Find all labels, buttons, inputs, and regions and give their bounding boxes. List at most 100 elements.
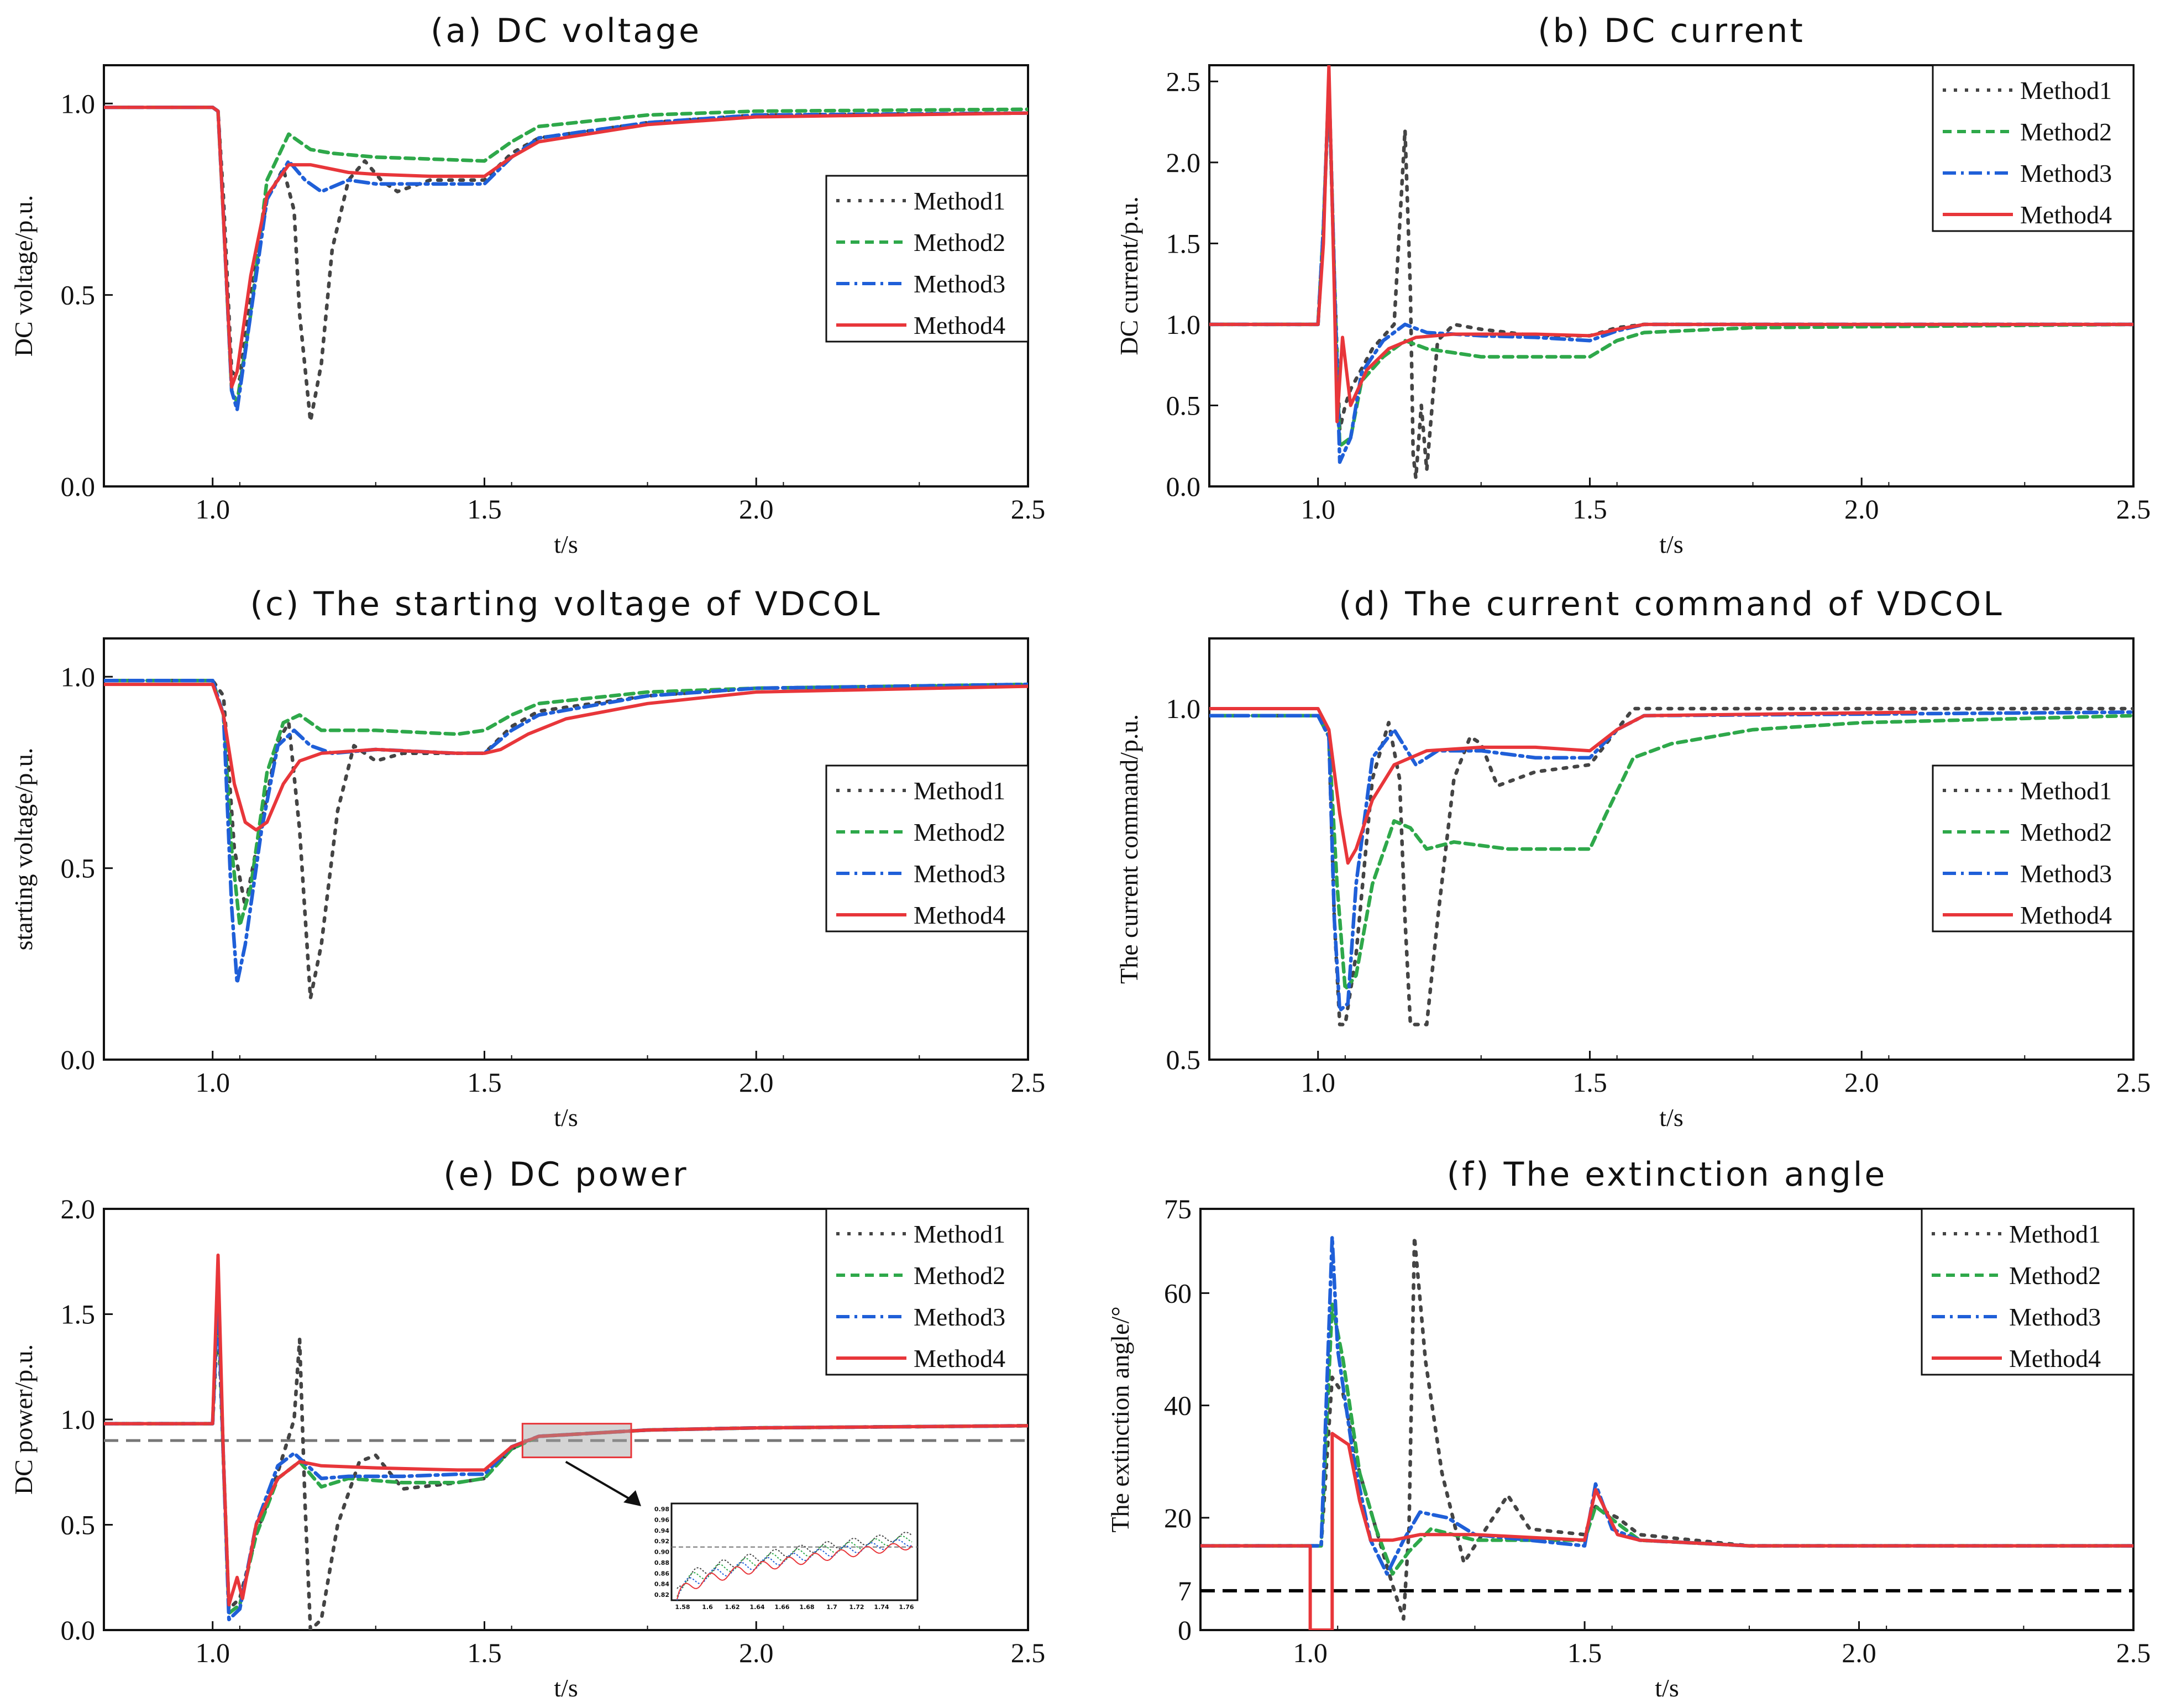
legend-label-method3: Method3 — [2020, 860, 2112, 888]
x-tick-label: 1.0 — [195, 1067, 230, 1098]
inset-series-method1 — [677, 1531, 913, 1589]
x-tick-label: 2.0 — [739, 1637, 774, 1668]
inset-y-tick-label: 0.92 — [654, 1538, 669, 1545]
x-tick-label: 2.0 — [739, 1067, 774, 1098]
chart-panel-e: (e) DC power 1.0 1.5 2.0 2.5 0.0 0.5 1.0 1.5 2.0 t… — [9, 1155, 1045, 1702]
y-tick-label: 0.0 — [1166, 471, 1201, 502]
inset-chart: 0.98 0.96 0.94 0.92 0.90 0.88 0.86 0.84 0.82 1.58… — [654, 1502, 919, 1611]
chart-title: (d) The current command of VDCOL — [1339, 585, 2004, 624]
legend-label-method4: Method4 — [914, 901, 1005, 929]
inset-y-tick-label: 0.82 — [654, 1591, 669, 1599]
legend-label-method4: Method4 — [2020, 901, 2112, 929]
x-tick-label: 1.0 — [1300, 1067, 1335, 1098]
legend-box — [1921, 1208, 2135, 1376]
x-tick-label: 1.0 — [195, 1637, 230, 1668]
inset-x-tick-label: 1.76 — [899, 1604, 914, 1611]
inset-y-tick-label: 0.94 — [654, 1527, 669, 1534]
inset-y-tick-label: 0.90 — [654, 1549, 669, 1556]
x-tick-label: 1.5 — [1572, 494, 1607, 525]
series-line-method2 — [1209, 714, 2133, 992]
series-line-method4 — [1209, 65, 2133, 423]
series-line-method1 — [104, 678, 1028, 1000]
x-tick-label: 1.5 — [467, 1067, 502, 1098]
inset-x-tick-label: 1.6 — [702, 1604, 713, 1611]
x-tick-label: 2.5 — [1011, 1067, 1046, 1098]
legend-box — [825, 1208, 1029, 1376]
x-tick-label: 1.0 — [1300, 494, 1335, 525]
series-line-method3 — [1209, 710, 2133, 1013]
y-tick-label: 7 — [1178, 1575, 1192, 1606]
inset-x-tick-label: 1.66 — [774, 1604, 789, 1611]
x-tick-label: 2.0 — [739, 494, 774, 525]
zoom-region — [521, 1423, 632, 1459]
y-tick-label: 0.5 — [61, 1510, 96, 1541]
legend-label-method3: Method3 — [2020, 159, 2112, 187]
series-group — [1209, 706, 2133, 1026]
y-tick-label: 0.0 — [61, 1615, 96, 1646]
chart-panel-b: (b) DC current 1.0 1.5 2.0 2.5 0.0 0.5 1.0 1.5 2.… — [1115, 12, 2151, 558]
legend-label-method2: Method2 — [914, 818, 1005, 846]
plot-frame — [1199, 1208, 2135, 1631]
y-tick-label: 60 — [1164, 1277, 1192, 1308]
x-axis-label: t/s — [554, 530, 578, 558]
inset-series-method3 — [677, 1539, 913, 1601]
y-tick-label: 2.5 — [1166, 66, 1201, 97]
legend-label-method1: Method1 — [914, 187, 1005, 215]
chart-title: (c) The starting voltage of VDCOL — [250, 585, 882, 624]
y-tick-label: 75 — [1164, 1193, 1192, 1224]
zoom-arrow — [565, 1460, 634, 1502]
legend: Method1 Method2 Method3 Method4 — [825, 175, 1029, 343]
inset-x-tick-label: 1.62 — [725, 1604, 740, 1611]
series-line-method3 — [104, 678, 1028, 985]
inset-x-tick-label: 1.74 — [874, 1604, 889, 1611]
legend-box — [825, 175, 1029, 343]
legend-label-method1: Method1 — [914, 1220, 1005, 1248]
legend-label-method2: Method2 — [2020, 118, 2112, 146]
series-line-method2 — [104, 678, 1028, 928]
chart-title: (b) DC current — [1538, 12, 1805, 50]
x-axis-label: t/s — [1659, 530, 1683, 558]
chart-panel-c: (c) The starting voltage of VDCOL 1.0 1.5 2… — [9, 585, 1045, 1131]
plot-frame — [1208, 64, 2135, 488]
legend-label-method4: Method4 — [914, 311, 1005, 339]
series-group — [104, 678, 1028, 1000]
legend-label-method4: Method4 — [2009, 1344, 2101, 1372]
x-tick-label: 2.5 — [2116, 1637, 2151, 1668]
series-line-method4 — [1209, 707, 1918, 865]
x-tick-label: 2.5 — [2116, 494, 2151, 525]
zoom-arrow-head — [623, 1490, 641, 1506]
inset-y-tick-label: 0.96 — [654, 1516, 669, 1523]
y-tick-label: 40 — [1164, 1390, 1192, 1421]
x-axis-label: t/s — [554, 1103, 578, 1131]
y-axis-label: DC current/p.u. — [1115, 196, 1143, 355]
chart-panel-d: (d) The current command of VDCOL 1.0 1.5 2.… — [1115, 585, 2151, 1131]
x-tick-label: 1.5 — [1572, 1067, 1607, 1098]
legend-box — [1932, 64, 2135, 232]
y-tick-label: 0.5 — [1166, 390, 1201, 421]
chart-title: (f) The extinction angle — [1447, 1155, 1887, 1194]
x-tick-label: 2.0 — [1844, 494, 1879, 525]
y-tick-label: 1.0 — [1166, 693, 1201, 724]
series-group — [104, 1253, 1028, 1630]
series-group — [104, 105, 1028, 423]
inset-y-tick-label: 0.86 — [654, 1570, 669, 1577]
legend: Method1 Method2 Method3 Method4 — [1921, 1208, 2135, 1376]
legend-label-method3: Method3 — [914, 1303, 1005, 1331]
x-tick-label: 2.5 — [2116, 1067, 2151, 1098]
legend-label-method1: Method1 — [2020, 76, 2112, 104]
chart-title: (a) DC voltage — [431, 12, 701, 50]
x-tick-label: 1.0 — [195, 494, 230, 525]
x-tick-label: 1.0 — [1293, 1637, 1328, 1668]
inset-y-tick-label: 0.98 — [654, 1506, 669, 1513]
y-axis-label: The current command/p.u. — [1115, 714, 1143, 984]
legend-label-method2: Method2 — [2009, 1261, 2101, 1290]
x-tick-label: 1.5 — [467, 1637, 502, 1668]
y-axis-label: DC power/p.u. — [9, 1344, 38, 1495]
legend: Method1 Method2 Method3 Method4 — [1932, 64, 2135, 232]
legend-label-method1: Method1 — [2009, 1220, 2101, 1248]
x-tick-label: 2.5 — [1011, 494, 1046, 525]
inset-x-tick-label: 1.64 — [749, 1604, 764, 1611]
inset-x-tick-label: 1.68 — [799, 1604, 814, 1611]
y-tick-label: 0.5 — [61, 853, 96, 884]
